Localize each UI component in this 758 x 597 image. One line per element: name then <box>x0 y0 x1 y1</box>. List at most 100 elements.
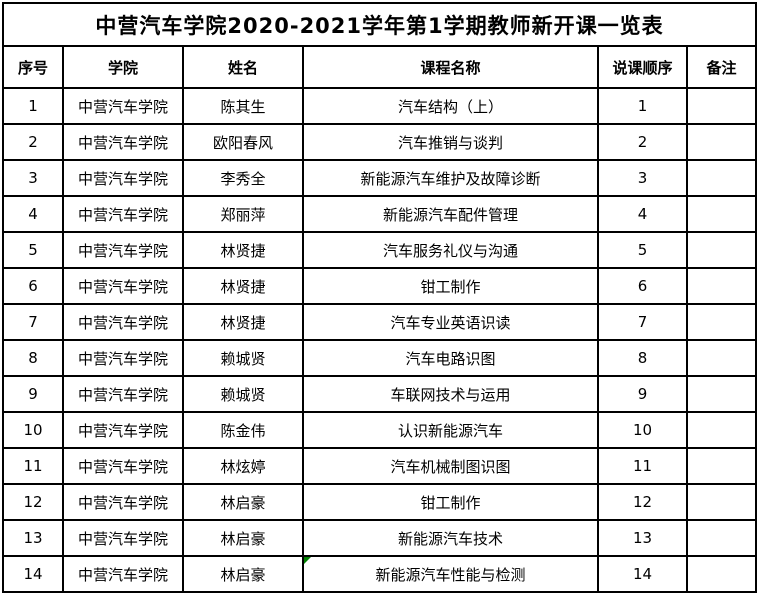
cell-no: 6 <box>2 267 64 305</box>
table-row: 10 中营汽车学院 陈金伟 认识新能源汽车 10 <box>2 411 758 449</box>
cell-course: 新能源汽车配件管理 <box>302 195 599 233</box>
cell-remark <box>685 519 758 557</box>
cell-no: 8 <box>2 339 64 377</box>
column-header-no: 序号 <box>2 45 64 89</box>
cell-course: 车联网技术与运用 <box>302 375 599 413</box>
table-row: 5 中营汽车学院 林贤捷 汽车服务礼仪与沟通 5 <box>2 231 758 269</box>
cell-college: 中营汽车学院 <box>62 519 184 557</box>
cell-course: 汽车电路识图 <box>302 339 599 377</box>
cell-order: 7 <box>597 303 688 341</box>
cell-remark <box>685 195 758 233</box>
cell-no: 14 <box>2 555 64 593</box>
cell-name: 林炫婷 <box>182 447 304 485</box>
cell-name: 林启豪 <box>182 483 304 521</box>
cell-course: 新能源汽车维护及故障诊断 <box>302 159 599 197</box>
cell-remark <box>685 87 758 125</box>
cell-remark <box>685 555 758 593</box>
cell-order: 11 <box>597 447 688 485</box>
cell-order: 9 <box>597 375 688 413</box>
cell-no: 2 <box>2 123 64 161</box>
cell-college: 中营汽车学院 <box>62 231 184 269</box>
cell-college: 中营汽车学院 <box>62 447 184 485</box>
table-row: 6 中营汽车学院 林贤捷 钳工制作 6 <box>2 267 758 305</box>
cell-remark <box>685 447 758 485</box>
cell-remark <box>685 267 758 305</box>
cell-remark <box>685 123 758 161</box>
cell-name: 陈其生 <box>182 87 304 125</box>
cell-course-text: 新能源汽车性能与检测 <box>375 565 526 584</box>
cell-college: 中营汽车学院 <box>62 267 184 305</box>
cell-name: 赖城贤 <box>182 375 304 413</box>
table-row: 9 中营汽车学院 赖城贤 车联网技术与运用 9 <box>2 375 758 413</box>
cell-order: 12 <box>597 483 688 521</box>
cell-course: 新能源汽车性能与检测 <box>302 555 599 593</box>
cell-remark <box>685 303 758 341</box>
cell-name: 郑丽萍 <box>182 195 304 233</box>
table-row: 8 中营汽车学院 赖城贤 汽车电路识图 8 <box>2 339 758 377</box>
cell-name: 李秀全 <box>182 159 304 197</box>
table-row: 4 中营汽车学院 郑丽萍 新能源汽车配件管理 4 <box>2 195 758 233</box>
cell-name: 赖城贤 <box>182 339 304 377</box>
cell-name: 林贤捷 <box>182 303 304 341</box>
cell-no: 11 <box>2 447 64 485</box>
cell-college: 中营汽车学院 <box>62 159 184 197</box>
cell-college: 中营汽车学院 <box>62 123 184 161</box>
cell-no: 1 <box>2 87 64 125</box>
cell-no: 5 <box>2 231 64 269</box>
cell-no: 12 <box>2 483 64 521</box>
cell-remark <box>685 375 758 413</box>
cell-name: 林贤捷 <box>182 267 304 305</box>
column-header-order: 说课顺序 <box>597 45 688 89</box>
cell-no: 9 <box>2 375 64 413</box>
table-row: 12 中营汽车学院 林启豪 钳工制作 12 <box>2 483 758 521</box>
table-row: 11 中营汽车学院 林炫婷 汽车机械制图识图 11 <box>2 447 758 485</box>
cell-order: 3 <box>597 159 688 197</box>
cell-no: 4 <box>2 195 64 233</box>
cell-college: 中营汽车学院 <box>62 555 184 593</box>
cell-college: 中营汽车学院 <box>62 483 184 521</box>
cell-no: 10 <box>2 411 64 449</box>
table-row: 1 中营汽车学院 陈其生 汽车结构（上） 1 <box>2 87 758 125</box>
cell-order: 1 <box>597 87 688 125</box>
cell-college: 中营汽车学院 <box>62 303 184 341</box>
cell-course: 新能源汽车技术 <box>302 519 599 557</box>
cell-name: 林贤捷 <box>182 231 304 269</box>
cell-course: 汽车推销与谈判 <box>302 123 599 161</box>
cell-order: 14 <box>597 555 688 593</box>
cell-college: 中营汽车学院 <box>62 411 184 449</box>
table-row: 7 中营汽车学院 林贤捷 汽车专业英语识读 7 <box>2 303 758 341</box>
cell-remark <box>685 339 758 377</box>
column-header-course: 课程名称 <box>302 45 599 89</box>
cell-college: 中营汽车学院 <box>62 87 184 125</box>
header-row: 序号 学院 姓名 课程名称 说课顺序 备注 <box>2 45 758 89</box>
table-row: 3 中营汽车学院 李秀全 新能源汽车维护及故障诊断 3 <box>2 159 758 197</box>
cell-order: 5 <box>597 231 688 269</box>
cell-name: 林启豪 <box>182 555 304 593</box>
cell-course: 钳工制作 <box>302 267 599 305</box>
column-header-remark: 备注 <box>685 45 758 89</box>
cell-course: 汽车服务礼仪与沟通 <box>302 231 599 269</box>
cell-college: 中营汽车学院 <box>62 195 184 233</box>
cell-order: 8 <box>597 339 688 377</box>
cell-remark <box>685 483 758 521</box>
column-header-college: 学院 <box>62 45 184 89</box>
cell-name: 林启豪 <box>182 519 304 557</box>
cell-name: 欧阳春风 <box>182 123 304 161</box>
cell-course: 钳工制作 <box>302 483 599 521</box>
cell-course: 汽车结构（上） <box>302 87 599 125</box>
table-title: 中营汽车学院2020-2021学年第1学期教师新开课一览表 <box>1 2 758 47</box>
title-row: 中营汽车学院2020-2021学年第1学期教师新开课一览表 <box>1 2 758 47</box>
cell-course: 汽车专业英语识读 <box>302 303 599 341</box>
cell-no: 13 <box>2 519 64 557</box>
cell-order: 10 <box>597 411 688 449</box>
table-row: 13 中营汽车学院 林启豪 新能源汽车技术 13 <box>2 519 758 557</box>
cell-college: 中营汽车学院 <box>62 339 184 377</box>
cell-corner-marker <box>305 558 311 564</box>
cell-course: 认识新能源汽车 <box>302 411 599 449</box>
cell-order: 13 <box>597 519 688 557</box>
column-header-name: 姓名 <box>182 45 304 89</box>
cell-order: 2 <box>597 123 688 161</box>
cell-name: 陈金伟 <box>182 411 304 449</box>
cell-order: 4 <box>597 195 688 233</box>
